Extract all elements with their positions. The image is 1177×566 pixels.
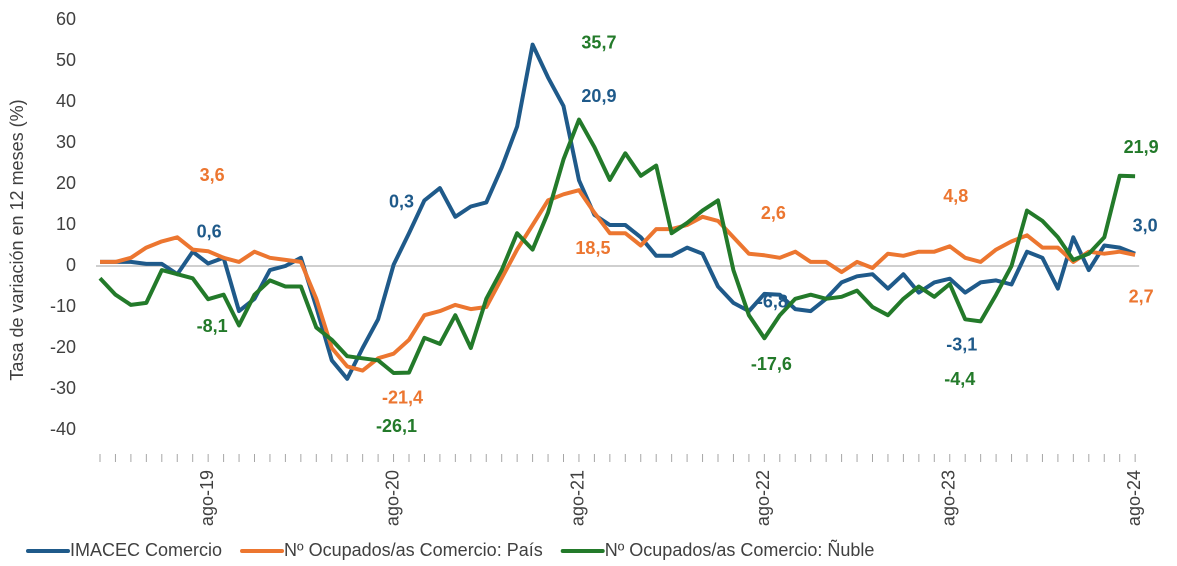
y-tick-label: 30 — [56, 132, 76, 152]
value-label: 0,6 — [197, 221, 222, 241]
x-tick-label: ago-20 — [382, 470, 402, 526]
x-tick-label: ago-19 — [197, 470, 217, 526]
y-tick-label: -30 — [50, 378, 76, 398]
y-axis-title: Tasa de variación en 12 meses (%) — [7, 99, 27, 380]
value-label: 21,9 — [1124, 137, 1159, 157]
value-label: -8,1 — [197, 316, 228, 336]
value-label: -21,4 — [382, 387, 423, 407]
series-line — [98, 117, 1136, 375]
legend-label: IMACEC Comercio — [70, 540, 222, 560]
value-label: 3,6 — [200, 165, 225, 185]
y-tick-label: 20 — [56, 173, 76, 193]
y-tick-label: 10 — [56, 214, 76, 234]
y-tick-label: -10 — [50, 296, 76, 316]
x-tick-label: ago-23 — [939, 470, 959, 526]
series-line — [100, 188, 1136, 373]
x-tick-label: ago-22 — [753, 470, 773, 526]
value-label: -17,6 — [751, 354, 792, 374]
value-label: 20,9 — [581, 86, 616, 106]
x-tick-label: ago-24 — [1124, 470, 1144, 526]
value-label: 2,6 — [761, 203, 786, 223]
legend-label: Nº Ocupados/as Comercio: País — [284, 540, 543, 560]
x-tick-label: ago-21 — [568, 470, 588, 526]
y-tick-label: 0 — [66, 255, 76, 275]
y-tick-label: -20 — [50, 337, 76, 357]
value-label: 18,5 — [575, 238, 610, 258]
value-label: 35,7 — [581, 32, 616, 52]
value-label: -4,4 — [944, 369, 975, 389]
legend-label: Nº Ocupados/as Comercio: Ñuble — [605, 539, 875, 560]
value-label: -6,8 — [757, 292, 788, 312]
value-label: -3,1 — [946, 334, 977, 354]
value-label: 2,7 — [1129, 287, 1154, 307]
y-tick-label: 50 — [56, 50, 76, 70]
series-line — [100, 42, 1136, 381]
y-tick-label: 40 — [56, 91, 76, 111]
value-label: 4,8 — [943, 186, 968, 206]
y-tick-label: -40 — [50, 419, 76, 439]
value-label: 3,0 — [1133, 215, 1158, 235]
value-label: 0,3 — [389, 192, 414, 212]
value-label: -26,1 — [376, 416, 417, 436]
y-tick-label: 60 — [56, 9, 76, 29]
